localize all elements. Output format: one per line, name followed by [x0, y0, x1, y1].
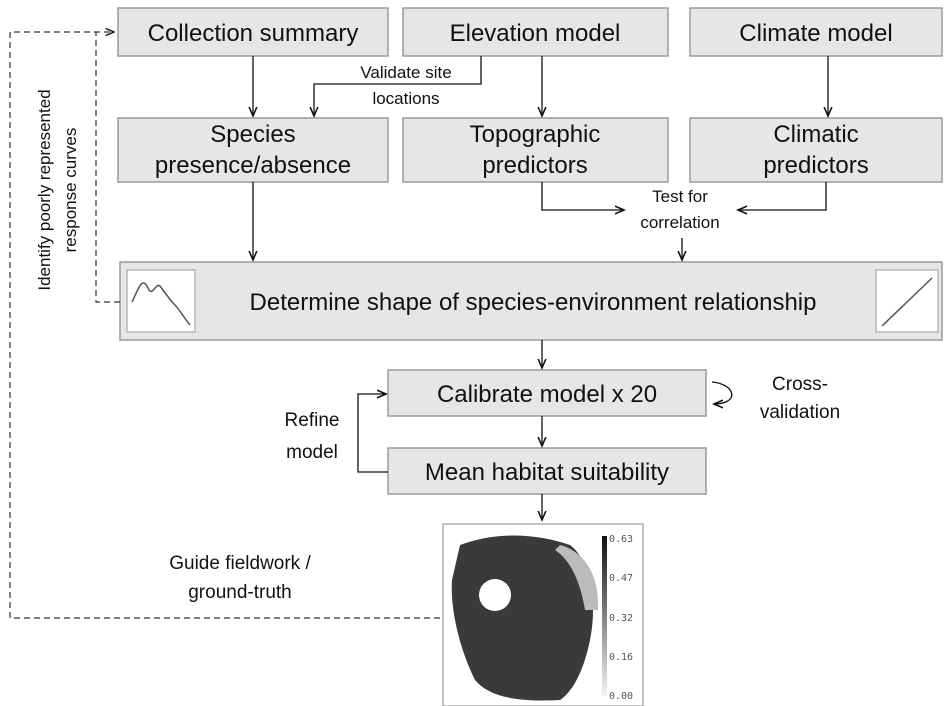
node-label: Determine shape of species-environment r… — [250, 289, 817, 316]
annotation: correlation — [640, 213, 719, 232]
arrow — [358, 394, 388, 472]
map-legend-bar — [602, 536, 607, 696]
annotation: response curves — [61, 128, 80, 253]
legend-label: 0.00 — [609, 691, 633, 702]
map-lake — [479, 579, 511, 611]
node-label: Climate model — [739, 20, 892, 47]
map: 0.63 0.47 0.32 0.16 0.00 — [443, 524, 643, 706]
legend-label: 0.63 — [609, 534, 633, 545]
annotation: Validate site — [360, 63, 451, 82]
annotation: Refine — [285, 410, 340, 431]
annotation: locations — [372, 89, 439, 108]
legend-label: 0.16 — [609, 652, 633, 663]
annotation: Cross- — [772, 374, 828, 395]
annotation: Identify poorly represented — [35, 89, 54, 290]
node-label: Elevation model — [450, 20, 621, 47]
annotation: Guide fieldwork / — [169, 553, 311, 574]
node-label: Species — [210, 121, 295, 148]
node-label: Climatic — [773, 121, 858, 148]
node-label: predictors — [482, 152, 587, 179]
node-label: Calibrate model x 20 — [437, 381, 657, 408]
dashed-line — [96, 32, 120, 302]
node-label: predictors — [763, 152, 868, 179]
annotation: Test for — [652, 187, 708, 206]
arrow — [542, 182, 624, 210]
node-label: presence/absence — [155, 152, 351, 179]
arrow — [738, 182, 826, 210]
node-label: Mean habitat suitability — [425, 459, 669, 486]
annotation: validation — [760, 402, 840, 423]
diagram: Collection summary Elevation model Clima… — [0, 0, 944, 706]
node-label: Topographic — [470, 121, 601, 148]
legend-label: 0.47 — [609, 573, 633, 584]
arrow — [712, 382, 732, 404]
annotation: model — [286, 442, 338, 463]
curve-icon — [127, 270, 195, 332]
node-label: Collection summary — [148, 20, 359, 47]
legend-label: 0.32 — [609, 613, 633, 624]
annotation: ground-truth — [188, 582, 292, 603]
